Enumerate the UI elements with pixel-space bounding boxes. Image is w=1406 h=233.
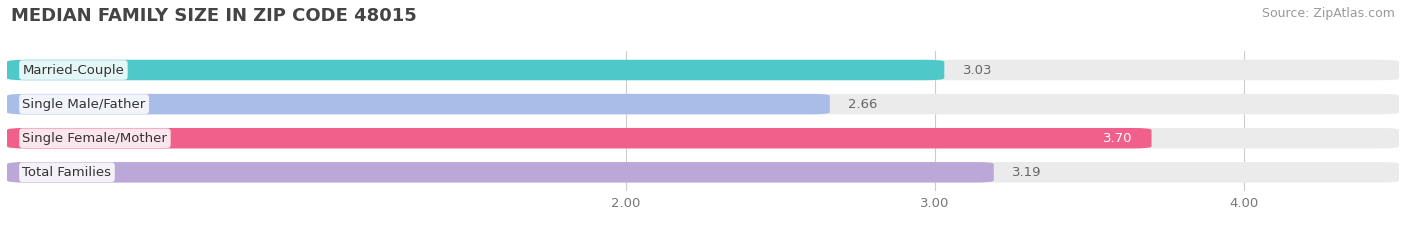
FancyBboxPatch shape — [7, 94, 830, 114]
FancyBboxPatch shape — [7, 162, 1399, 182]
Text: Married-Couple: Married-Couple — [22, 64, 124, 76]
FancyBboxPatch shape — [7, 128, 1152, 148]
Text: 3.70: 3.70 — [1104, 132, 1133, 145]
Text: Single Male/Father: Single Male/Father — [22, 98, 146, 111]
Text: 2.66: 2.66 — [848, 98, 877, 111]
Text: Single Female/Mother: Single Female/Mother — [22, 132, 167, 145]
Text: 3.19: 3.19 — [1012, 166, 1042, 179]
Text: Total Families: Total Families — [22, 166, 111, 179]
Text: Source: ZipAtlas.com: Source: ZipAtlas.com — [1261, 7, 1395, 20]
FancyBboxPatch shape — [7, 162, 994, 182]
FancyBboxPatch shape — [7, 94, 1399, 114]
Text: MEDIAN FAMILY SIZE IN ZIP CODE 48015: MEDIAN FAMILY SIZE IN ZIP CODE 48015 — [11, 7, 418, 25]
FancyBboxPatch shape — [7, 60, 945, 80]
FancyBboxPatch shape — [7, 60, 1399, 80]
Text: 3.03: 3.03 — [963, 64, 993, 76]
FancyBboxPatch shape — [7, 128, 1399, 148]
